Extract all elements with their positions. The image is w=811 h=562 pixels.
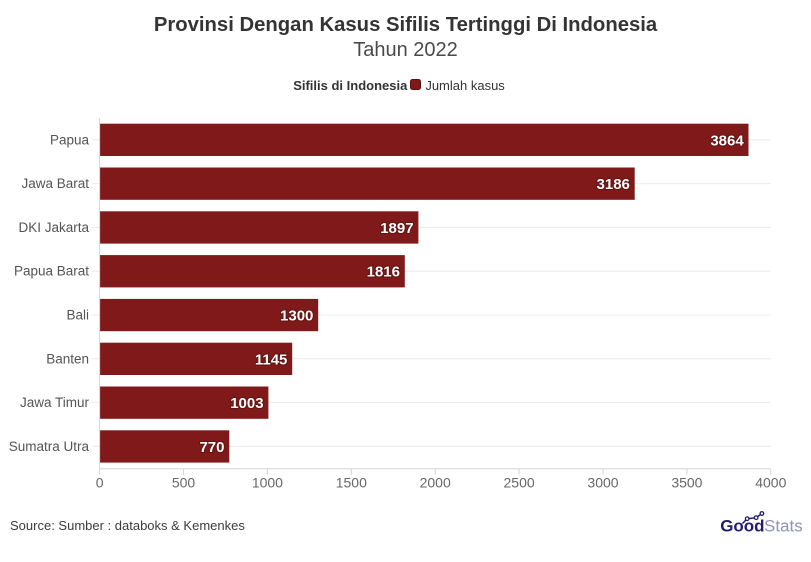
svg-text:0: 0	[96, 475, 104, 491]
svg-text:Papua Barat: Papua Barat	[14, 264, 89, 279]
svg-text:3186: 3186	[597, 176, 630, 193]
svg-text:Jawa Timur: Jawa Timur	[20, 395, 90, 410]
svg-text:DKI Jakarta: DKI Jakarta	[18, 220, 89, 235]
svg-text:1897: 1897	[380, 220, 413, 237]
svg-text:Good: Good	[720, 517, 764, 536]
svg-text:1500: 1500	[336, 475, 367, 491]
svg-text:3864: 3864	[710, 132, 744, 149]
svg-text:770: 770	[199, 439, 224, 456]
svg-text:1816: 1816	[367, 264, 400, 281]
svg-text:Stats: Stats	[764, 517, 803, 536]
svg-text:Banten: Banten	[46, 351, 89, 366]
svg-text:Sumatra Utra: Sumatra Utra	[9, 439, 90, 454]
svg-text:3500: 3500	[671, 475, 702, 491]
svg-text:Jawa Barat: Jawa Barat	[21, 176, 89, 191]
svg-text:2000: 2000	[420, 475, 451, 491]
svg-text:1145: 1145	[255, 351, 288, 368]
svg-text:4000: 4000	[755, 475, 786, 491]
svg-text:Papua: Papua	[50, 132, 90, 147]
svg-text:2500: 2500	[504, 475, 535, 491]
svg-text:1000: 1000	[252, 475, 283, 491]
svg-text:1300: 1300	[280, 308, 313, 325]
svg-text:500: 500	[172, 475, 196, 491]
svg-text:Bali: Bali	[66, 308, 89, 323]
svg-text:1003: 1003	[230, 395, 263, 412]
svg-text:3000: 3000	[587, 475, 618, 491]
